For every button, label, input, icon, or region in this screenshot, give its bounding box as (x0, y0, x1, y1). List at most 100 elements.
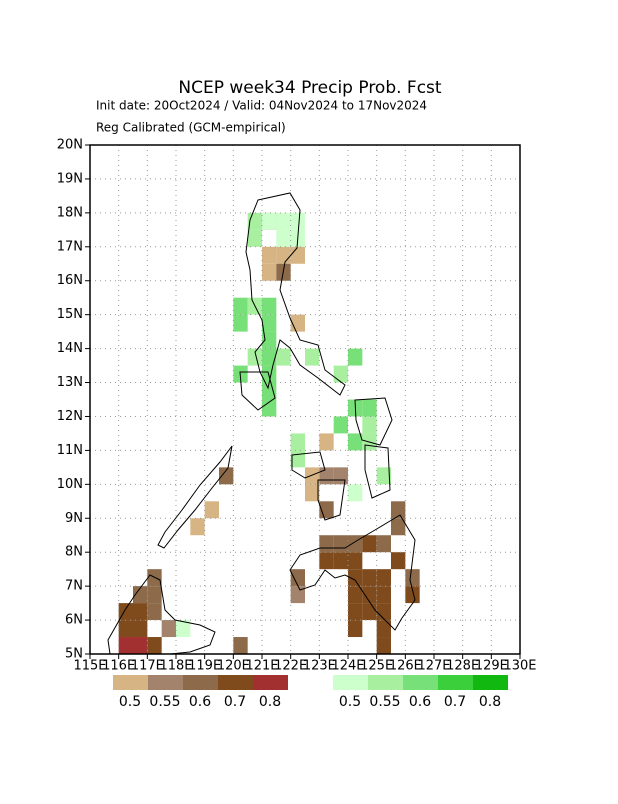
x-tick-label: 123E (303, 659, 336, 674)
grid-cell (161, 620, 176, 638)
grid-cell (290, 569, 305, 587)
grid-cell (262, 297, 277, 315)
grid-cell (362, 535, 377, 553)
y-tick-label: 8N (65, 545, 83, 560)
grid-cell (176, 620, 191, 638)
x-tick-label: 127E (417, 659, 450, 674)
colorbar-label: 0.8 (479, 694, 501, 710)
coast-leyte (364, 444, 391, 499)
x-tick-label: 125E (360, 659, 393, 674)
y-tick-label: 18N (57, 205, 83, 220)
grid-cell (362, 416, 377, 434)
y-tick-label: 6N (65, 613, 83, 628)
colorbar-box (473, 675, 508, 690)
grid-cell (290, 212, 305, 230)
legend: 0.5 0.55 0.6 0.7 0.8 0.5 0.55 0.6 0.7 0.8 (113, 675, 508, 710)
colorbar-label: 0.7 (444, 694, 466, 710)
grid-cell (405, 569, 420, 587)
y-tick-label: 11N (57, 443, 83, 458)
grid-cell (376, 586, 391, 604)
x-tick-label: 119E (188, 659, 221, 674)
colorbar-box (253, 675, 288, 690)
grid-cell (319, 433, 334, 451)
x-tick-label: 128E (446, 659, 479, 674)
grid-cell (376, 637, 391, 654)
coast-negros (317, 479, 346, 521)
grid-cell (233, 297, 248, 315)
coast-mindanao (289, 514, 416, 631)
grid-cell (133, 603, 148, 621)
grid-cell (147, 603, 162, 621)
grid-cell (262, 348, 277, 366)
y-tick-label: 13N (57, 375, 83, 390)
grid-cell (362, 399, 377, 417)
grid-cell (319, 535, 334, 553)
grid (90, 145, 520, 654)
grid-cell (348, 535, 363, 553)
x-tick-label: 126E (389, 659, 422, 674)
grid-cell (276, 212, 291, 230)
grid-cell (262, 399, 277, 417)
colorbar-box (113, 675, 148, 690)
subtitle: Reg Calibrated (GCM-empirical) (96, 121, 286, 135)
grid-cell (333, 467, 348, 485)
grid-cell (305, 467, 320, 485)
grid-cell (204, 501, 219, 519)
y-tick-label: 7N (65, 579, 83, 594)
grid-cell (147, 637, 162, 654)
grid-cell (333, 552, 348, 570)
colorbar-label: 0.55 (369, 694, 400, 710)
grid-cell (262, 365, 277, 383)
coast-palawan (157, 445, 233, 549)
grid-cell (319, 552, 334, 570)
grid-cell (362, 569, 377, 587)
colorbar-box (148, 675, 183, 690)
grid-cell (133, 620, 148, 638)
coast-samar (354, 397, 393, 446)
grid-cell (348, 552, 363, 570)
y-tick-label: 12N (57, 409, 83, 424)
grid-cell (348, 433, 363, 451)
x-tick-label: 115E (73, 659, 106, 674)
grid-cell (348, 484, 363, 502)
x-tick-label: 116E (102, 659, 135, 674)
grid-cell (247, 348, 262, 366)
colorbar-box (403, 675, 438, 690)
coast-panay (291, 451, 326, 479)
grid-cell (391, 518, 406, 536)
plot-frame (89, 144, 521, 655)
grid-cell (376, 603, 391, 621)
grid-cell (219, 467, 234, 485)
grid-cell (362, 603, 377, 621)
y-tick-label: 10N (57, 477, 83, 492)
grid-cell (348, 348, 363, 366)
grid-cell (348, 603, 363, 621)
y-tick-label: 5N (65, 647, 83, 662)
grid-cell (333, 416, 348, 434)
axes: 115E116E117E118E119E120E121E122E123E124E… (57, 138, 537, 674)
grid-cell (376, 535, 391, 553)
colorbar-label: 0.8 (259, 694, 281, 710)
x-tick-label: 121E (245, 659, 278, 674)
grid-cell (290, 586, 305, 604)
grid-cell (233, 314, 248, 332)
grid-cell (233, 637, 248, 654)
x-tick-label: 124E (331, 659, 364, 674)
grid-cell (262, 314, 277, 332)
grid-cell (262, 212, 277, 230)
grid-cell (362, 586, 377, 604)
grid-cell (348, 586, 363, 604)
grid-cell (333, 365, 348, 383)
grid-cell (133, 586, 148, 604)
x-tick-label: 120E (217, 659, 250, 674)
grid-cell (118, 637, 133, 654)
colorbar-box (183, 675, 218, 690)
x-tick-label: 122E (274, 659, 307, 674)
y-tick-label: 19N (57, 171, 83, 186)
y-tick-label: 14N (57, 341, 83, 356)
grid-cell (262, 382, 277, 400)
colorbar-box (333, 675, 368, 690)
grid-cell (276, 348, 291, 366)
colorbar-box (218, 675, 253, 690)
